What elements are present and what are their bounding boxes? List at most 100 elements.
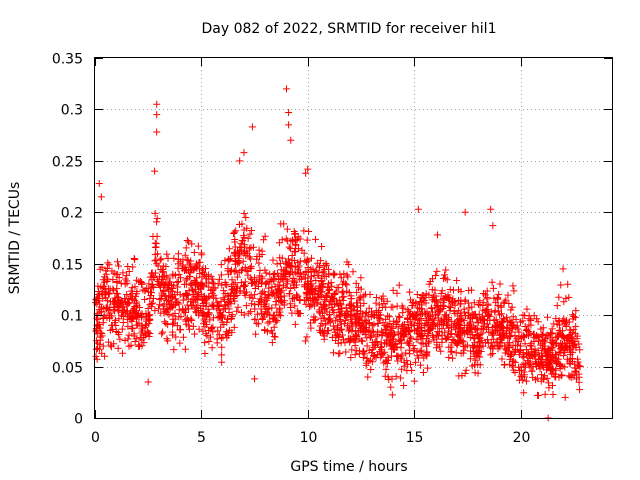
data-point <box>110 306 118 314</box>
data-point <box>182 244 190 252</box>
data-point <box>337 339 345 347</box>
data-point <box>343 281 351 289</box>
data-point <box>283 225 291 233</box>
data-point <box>283 280 291 288</box>
data-point <box>164 254 172 262</box>
data-point <box>403 357 411 365</box>
data-point <box>276 308 284 316</box>
data-point <box>339 288 347 296</box>
data-point <box>201 339 209 347</box>
data-point <box>286 245 294 253</box>
data-point <box>542 359 550 367</box>
data-point <box>217 261 225 269</box>
data-point <box>224 265 232 273</box>
data-point <box>499 314 507 322</box>
data-point <box>229 280 237 288</box>
data-point <box>479 322 487 330</box>
data-point <box>404 324 412 332</box>
data-point <box>111 307 119 315</box>
data-point <box>373 330 381 338</box>
data-point <box>300 297 308 305</box>
data-point <box>99 342 107 350</box>
data-point <box>497 303 505 311</box>
data-point <box>201 295 209 303</box>
data-point <box>228 312 236 320</box>
data-point <box>185 317 193 325</box>
data-point <box>355 320 363 328</box>
data-point <box>355 347 363 355</box>
data-point <box>236 287 244 295</box>
data-point <box>306 319 314 327</box>
data-point <box>334 331 342 339</box>
x-tick-label: 15 <box>406 430 424 446</box>
data-point <box>410 377 418 385</box>
data-point <box>119 303 127 311</box>
data-point <box>466 334 474 342</box>
data-point <box>454 297 462 305</box>
data-point <box>197 291 205 299</box>
data-point <box>170 254 178 262</box>
data-point <box>164 337 172 345</box>
data-point <box>548 370 556 378</box>
data-point <box>328 333 336 341</box>
data-point <box>181 345 189 353</box>
data-point <box>337 274 345 282</box>
data-point <box>562 343 570 351</box>
data-point <box>115 315 123 323</box>
data-point <box>416 298 424 306</box>
data-point <box>483 336 491 344</box>
data-point <box>98 308 106 316</box>
data-point <box>217 323 225 331</box>
data-point <box>300 227 308 235</box>
data-point <box>348 346 356 354</box>
data-point <box>100 313 108 321</box>
data-point <box>202 265 210 273</box>
data-point <box>360 299 368 307</box>
data-point <box>576 346 584 354</box>
data-point <box>261 327 269 335</box>
data-point <box>508 321 516 329</box>
data-point <box>237 278 245 286</box>
data-point <box>320 268 328 276</box>
data-point <box>207 333 215 341</box>
data-point <box>392 321 400 329</box>
data-point <box>359 348 367 356</box>
data-point <box>129 306 137 314</box>
data-point <box>400 330 408 338</box>
data-point <box>417 346 425 354</box>
data-point <box>350 336 358 344</box>
data-point <box>347 292 355 300</box>
data-point <box>307 324 315 332</box>
data-point <box>285 243 293 251</box>
data-point <box>208 278 216 286</box>
data-point <box>383 324 391 332</box>
data-point <box>244 234 252 242</box>
data-point <box>566 359 574 367</box>
data-point <box>189 322 197 330</box>
data-point <box>249 294 257 302</box>
data-point <box>225 257 233 265</box>
data-point <box>182 290 190 298</box>
data-point <box>119 269 127 277</box>
data-point <box>296 275 304 283</box>
data-point <box>316 322 324 330</box>
data-point <box>425 280 433 288</box>
data-point <box>128 325 136 333</box>
data-point <box>205 293 213 301</box>
data-point <box>352 279 360 287</box>
data-point <box>217 271 225 279</box>
data-point <box>483 305 491 313</box>
data-point <box>275 272 283 280</box>
data-point <box>185 325 193 333</box>
data-point <box>541 390 549 398</box>
data-point <box>170 346 178 354</box>
data-point <box>165 301 173 309</box>
data-point <box>370 351 378 359</box>
data-point <box>573 332 581 340</box>
data-point <box>368 346 376 354</box>
data-point <box>431 322 439 330</box>
data-point <box>408 366 416 374</box>
data-point <box>124 313 132 321</box>
data-point <box>254 320 262 328</box>
data-point <box>393 343 401 351</box>
